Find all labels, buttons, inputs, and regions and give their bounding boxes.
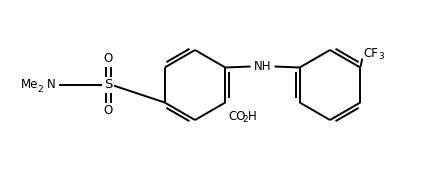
Text: N: N bbox=[47, 78, 56, 91]
Text: 2: 2 bbox=[243, 115, 248, 124]
Text: O: O bbox=[103, 104, 113, 117]
Text: CO: CO bbox=[228, 110, 246, 123]
Text: NH: NH bbox=[254, 60, 271, 73]
Text: 2: 2 bbox=[37, 84, 43, 93]
Text: O: O bbox=[103, 53, 113, 66]
Text: S: S bbox=[104, 78, 112, 91]
Text: CF: CF bbox=[363, 47, 378, 60]
Text: 3: 3 bbox=[378, 52, 384, 61]
Text: H: H bbox=[248, 110, 257, 123]
Text: Me: Me bbox=[21, 78, 38, 91]
